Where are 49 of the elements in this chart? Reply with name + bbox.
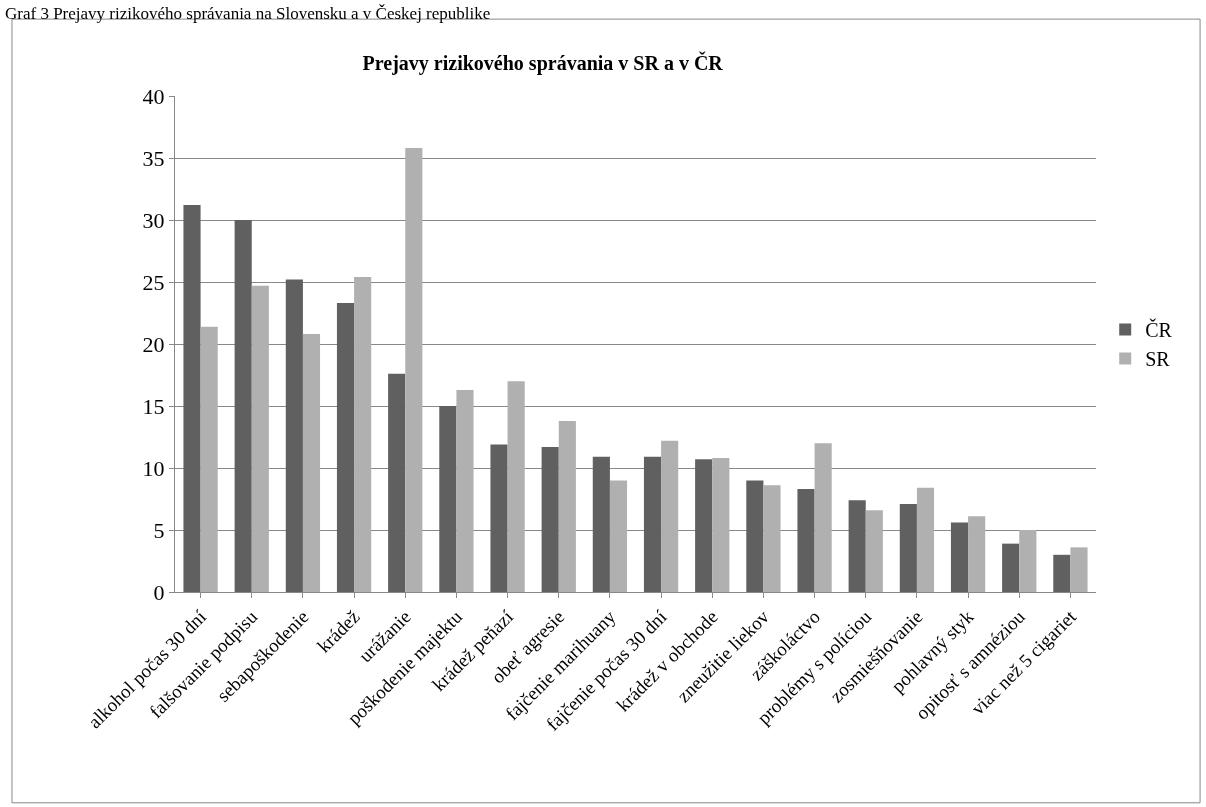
bar: [1019, 530, 1037, 592]
bar: [746, 480, 764, 592]
text: Graf 3 Prejavy rizikového správania na Slovensku a v Českej republike: [5, 4, 491, 23]
bar: [541, 446, 559, 592]
bar: [712, 458, 730, 592]
bar: [405, 148, 423, 592]
bar: [234, 220, 252, 592]
y-tick-label: 40: [142, 83, 165, 109]
y-tick-label: 35: [142, 145, 165, 171]
bar: [814, 443, 832, 592]
bar: [302, 334, 321, 592]
bar: [490, 444, 508, 592]
bar: [439, 406, 457, 592]
y-tick-label: 5: [153, 517, 165, 543]
bar: [507, 381, 525, 592]
bar: [354, 277, 372, 592]
y-tick-label: 25: [142, 269, 165, 295]
bar: [251, 285, 269, 592]
bar: [916, 487, 935, 592]
bar: [183, 205, 201, 592]
bar: [1070, 547, 1088, 592]
bar: [1053, 554, 1071, 592]
bar: [456, 389, 474, 592]
bar: [609, 480, 628, 592]
bar: [848, 500, 866, 592]
bar: [388, 373, 406, 592]
bar: [336, 303, 355, 592]
bar: [285, 279, 303, 592]
y-tick-label: 15: [142, 393, 165, 419]
bar: [558, 420, 576, 592]
y-tick-label: 30: [142, 207, 165, 233]
bar: [968, 516, 986, 592]
bar: [661, 440, 679, 592]
bar: [643, 456, 662, 592]
bar: [865, 510, 883, 592]
bar: [950, 522, 969, 592]
y-tick-label: 10: [142, 455, 165, 481]
bar: [899, 503, 917, 592]
bar: [200, 326, 218, 592]
bar: [592, 456, 610, 592]
chart-title: Prejavy rizikového správania v SR a v ČR: [362, 51, 724, 76]
y-tick-label: 20: [142, 331, 165, 357]
bar: [1002, 543, 1020, 592]
legend-label: SR: [1145, 348, 1171, 371]
bar: [695, 459, 713, 592]
y-tick-label: 0: [153, 579, 165, 605]
bar: [763, 485, 781, 592]
bar: [797, 489, 815, 592]
legend-label: ČR: [1145, 318, 1173, 342]
